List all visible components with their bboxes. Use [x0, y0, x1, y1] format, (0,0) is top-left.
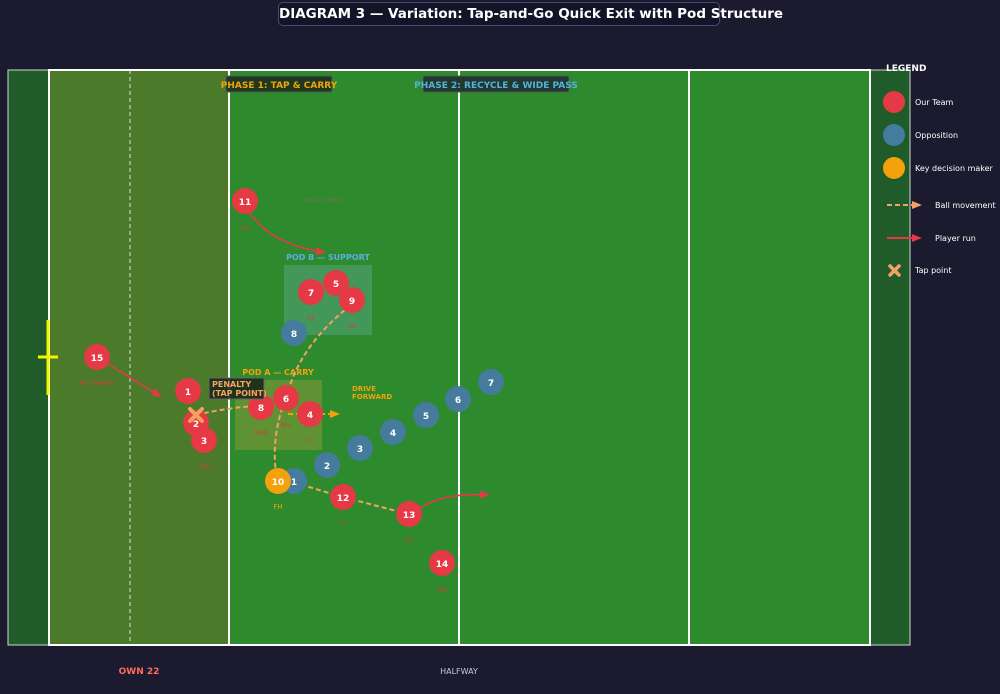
svg-text:2: 2 [193, 420, 199, 430]
svg-text:10: 10 [272, 478, 285, 488]
svg-text:FB (SWEEP): FB (SWEEP) [79, 380, 114, 387]
svg-text:OC: OC [405, 537, 414, 544]
svg-text:3: 3 [201, 437, 207, 447]
svg-text:FH: FH [273, 503, 282, 511]
svg-text:6: 6 [283, 395, 289, 405]
legend-opposition: Opposition [915, 131, 958, 140]
our-player-6[interactable]: 6 BFL [273, 385, 299, 429]
legend-key-decision: Key decision maker [915, 164, 994, 173]
our-player-8[interactable]: 8 NO8 [248, 394, 274, 437]
svg-text:9: 9 [349, 297, 355, 307]
our-player-5[interactable]: 5 [323, 270, 349, 296]
our-player-7[interactable]: 7 OF [298, 279, 324, 322]
pod-b-label: POD B — SUPPORT [286, 253, 370, 262]
svg-text:1: 1 [291, 478, 297, 488]
legend-player-run: Player run [935, 234, 976, 243]
opposition-player[interactable]: 6 [445, 386, 471, 412]
svg-text:OF: OF [307, 315, 316, 322]
svg-text:3: 3 [357, 445, 363, 455]
svg-text:NO8: NO8 [254, 430, 267, 437]
svg-text:RW: RW [437, 587, 447, 594]
svg-text:15: 15 [91, 354, 104, 364]
opposition-player[interactable]: 5 [413, 402, 439, 428]
own-22-label: OWN 22 [119, 667, 160, 677]
right-ingoal [870, 70, 910, 645]
svg-text:8: 8 [258, 404, 264, 414]
penalty-box [208, 377, 265, 400]
tap-point-label: (TAP POINT) [212, 389, 267, 398]
our-player-9[interactable]: 9 SH [339, 287, 365, 330]
opposition-player[interactable]: 2 [314, 452, 340, 478]
main-field [229, 70, 870, 645]
drive-label-2: FORWARD [352, 393, 392, 401]
penalty-label: PENALTY [212, 380, 251, 389]
our-player-14[interactable]: 14 RW [429, 550, 455, 594]
halfway-label: HALFWAY [440, 667, 478, 676]
svg-text:THP: THP [197, 464, 210, 471]
legend-tap-icon [888, 264, 901, 277]
diagram-title: DIAGRAM 3 — Variation: Tap-and-Go Quick … [278, 2, 783, 26]
svg-text:8: 8 [291, 330, 297, 340]
run-oc [419, 490, 490, 509]
svg-text:4: 4 [307, 411, 313, 421]
svg-text:LW: LW [241, 225, 250, 232]
legend: LEGEND Our Team Opposition Key decision … [883, 64, 996, 277]
our-player-12[interactable]: 12 IC [330, 484, 356, 527]
phase2-label: PHASE 2: RECYCLE & WIDE PASS [414, 81, 578, 91]
svg-text:5: 5 [333, 280, 339, 290]
goal-posts [38, 320, 58, 395]
svg-text:11: 11 [239, 198, 252, 208]
opposition-player[interactable]: 3 [347, 435, 373, 461]
our-player-3[interactable]: 3 THP [191, 427, 217, 471]
our-player-4[interactable]: 4 LL [297, 401, 323, 444]
ball-pass-recycle [286, 304, 352, 396]
faint-note: HOLD SPACE [303, 197, 341, 204]
our-player-13[interactable]: 13 OC [396, 501, 422, 544]
svg-text:13: 13 [403, 511, 416, 521]
svg-text:5: 5 [423, 412, 429, 422]
svg-text:LL: LL [307, 437, 314, 444]
legend-ball-movement: Ball movement [935, 201, 996, 210]
key-player-10[interactable]: 10 FH [265, 468, 291, 511]
legend-our-team-swatch [883, 91, 905, 113]
svg-text:4: 4 [390, 429, 396, 439]
legend-our-team: Our Team [915, 98, 954, 107]
phase1-label: PHASE 1: TAP & CARRY [221, 81, 338, 91]
legend-title: LEGEND [886, 64, 926, 74]
run-lw [247, 209, 326, 255]
pod-a-label: POD A — CARRY [242, 368, 314, 377]
svg-text:IC: IC [340, 520, 346, 527]
our-player-11[interactable]: 11 LW [232, 188, 258, 232]
svg-text:SH: SH [348, 323, 356, 330]
opposition-player[interactable]: 7 [478, 369, 504, 395]
pitch [7, 69, 911, 646]
svg-text:BFL: BFL [281, 422, 293, 429]
our-player-1[interactable]: 1 [175, 378, 201, 404]
svg-text:12: 12 [337, 494, 350, 504]
own-22-zone [49, 70, 229, 645]
svg-text:2: 2 [324, 462, 330, 472]
opposition-player[interactable]: 8 [281, 320, 307, 346]
legend-tap-point: Tap point [914, 266, 952, 275]
svg-text:1: 1 [185, 388, 191, 398]
drive-label-1: DRIVE [352, 385, 376, 393]
player-runs [107, 209, 490, 509]
our-player-15[interactable]: 15 FB (SWEEP) [79, 344, 115, 387]
svg-text:6: 6 [455, 396, 461, 406]
svg-text:14: 14 [436, 560, 449, 570]
phase1-badge [225, 75, 333, 93]
svg-text:7: 7 [488, 379, 494, 389]
phase2-badge [422, 75, 570, 93]
run-fb [107, 363, 162, 398]
opposition-player[interactable]: 4 [380, 419, 406, 445]
svg-text:7: 7 [308, 289, 314, 299]
tap-point-icon [188, 407, 204, 423]
legend-key-swatch [883, 157, 905, 179]
legend-opposition-swatch [883, 124, 905, 146]
